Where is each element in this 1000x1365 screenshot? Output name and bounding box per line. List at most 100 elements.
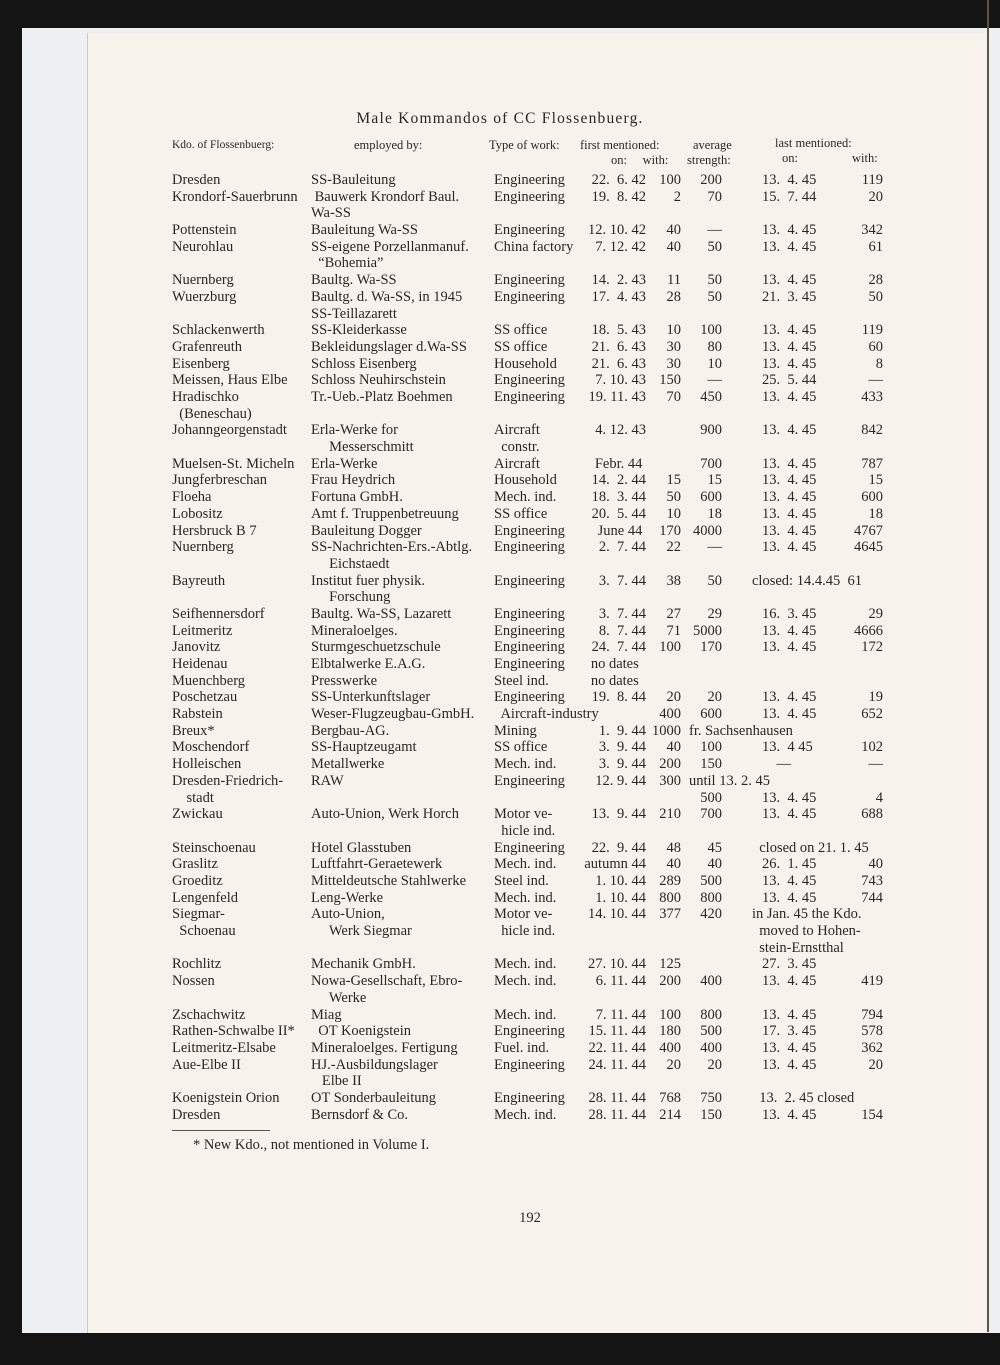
last-mentioned-with: 600 [861,489,883,506]
type-of-work: Engineering [494,622,565,639]
table-row: Dresden-Friedrich- stadt RAW Engineering 12… [0,773,1000,806]
last-mentioned-with: — [868,756,884,773]
last-mentioned-with: 842 [861,422,883,439]
average-strength: 600 [700,489,722,506]
table-row: Koenigstein Orion OT Sonderbauleitung Engi… [0,1090,1000,1107]
first-mentioned-with: 71 [666,622,682,639]
first-mentioned-with: 70 [666,388,682,405]
average-strength: 50 [707,272,723,289]
first-mentioned-with: 377 [659,906,681,923]
first-mentioned-with: 30 [666,355,682,372]
type-of-work: Engineering [494,372,565,389]
first-mentioned-with: 10 [666,322,682,339]
type-of-work: Engineering [494,605,565,622]
last-mentioned-on: 25. 5. 44 [762,372,817,389]
type-of-work: Engineering [494,222,565,239]
type-of-work: Motor ve- hicle ind. [494,906,556,940]
last-mentioned-with: 787 [861,455,883,472]
table-row: Leitmeritz Mineraloelges. Engineering 8. 7.… [0,623,1000,640]
last-mentioned-on: 21. 3. 45 [762,288,817,305]
page-number: 192 [519,1210,541,1226]
average-strength: 700 [700,806,722,823]
employed-by: Fortuna GmbH. [311,489,403,506]
last-mentioned-with: 20 [868,188,884,205]
last-mentioned-note: 13. 2. 45 closed [752,1090,855,1107]
kommando-name: Krondorf-Sauerbrunn [172,188,298,205]
kommando-name: Dresden [172,1106,221,1123]
type-of-work: Engineering [494,1090,565,1107]
last-mentioned-with: 743 [861,873,883,890]
type-of-work: Engineering [494,689,565,706]
last-mentioned-on: 13. 4. 45 [762,238,817,255]
first-mentioned-with: 15 [666,472,682,489]
last-mentioned-with: 40 [868,856,884,873]
kommando-name: Nossen [172,973,215,990]
first-mentioned-with: 40 [666,739,682,756]
table-row: Nuernberg Baultg. Wa-SS Engineering 14. 2. … [0,272,1000,289]
first-mentioned-on: 13. 9. 44 [591,806,646,823]
first-mentioned-on: 19. 11. 43 [588,388,646,405]
first-mentioned-on: no dates [590,656,646,673]
last-mentioned-on: 13. 4. 45 [762,222,817,239]
average-strength: 170 [700,639,722,656]
last-mentioned-with: 578 [861,1023,883,1040]
last-mentioned-with: 688 [861,806,883,823]
table-row: Johanngeorgenstadt Erla-Werke for Messers… [0,422,1000,455]
first-mentioned-on: 1. 9. 44 [598,722,646,739]
first-mentioned-on: 15. 11. 44 [588,1023,646,1040]
last-mentioned-on: 13. 4 45 [762,739,813,756]
type-of-work: Steel ind. [494,672,549,689]
type-of-work: Household [494,472,557,489]
table-row: Hersbruck B 7 Bauleitung Dogger Engineerin… [0,523,1000,540]
last-mentioned-on: 13. 4. 45 [762,706,817,723]
header-average-sub: strength: [687,153,731,167]
table-row: Bayreuth Institut fuer physik. Forschung E… [0,573,1000,606]
kommando-name: Leitmeritz-Elsabe [172,1039,276,1056]
average-strength: 20 [707,689,723,706]
last-mentioned-on: 13. 4. 45 [762,806,817,823]
employed-by: SS-Bauleitung [311,172,396,188]
page-title: Male Kommandos of CC Flossenbuerg. [356,110,644,127]
kommando-name: Graslitz [172,856,218,873]
type-of-work: Motor ve- hicle ind. [494,806,556,839]
document-page [87,33,988,1333]
type-of-work: Mining [494,722,537,739]
last-mentioned-on: 13. 4. 45 [762,1039,817,1056]
kommando-name: Moschendorf [172,739,250,756]
first-mentioned-on: 22. 11. 44 [588,1039,646,1056]
last-mentioned-on: 17. 3. 45 [762,1023,817,1040]
average-strength: — [707,539,723,556]
header-first-mentioned: first mentioned: [580,138,660,152]
average-strength: 20 [707,1056,723,1073]
kommando-name: Zschachwitz [172,1006,246,1023]
table-row: Poschetzau SS-Unterkunftslager Engineering… [0,689,1000,706]
last-mentioned-with: 60 [868,338,884,355]
average-strength: 45 [707,839,723,856]
last-mentioned-on: 13. 4. 45 [762,639,817,656]
first-mentioned-on: 28. 11. 44 [588,1090,646,1107]
table-row: Jungferbreschan Frau Heydrich Household 14.… [0,472,1000,489]
type-of-work: Mech. ind. [494,956,557,973]
type-of-work: Engineering [494,172,565,188]
average-strength: 900 [700,422,722,439]
first-mentioned-on: 24. 7. 44 [591,639,646,656]
first-mentioned-on: 19. 8. 42 [591,188,646,205]
average-strength: 150 [700,1106,722,1123]
first-mentioned-with: 10 [666,505,682,522]
last-mentioned-with: 19 [868,689,884,706]
last-mentioned-with: 362 [861,1039,883,1056]
last-mentioned-on: 13. 4. 45 [762,1106,817,1123]
table-row: Zschachwitz Miag Mech. ind. 7. 11. 44 100 800… [0,1007,1000,1024]
table-row: Groeditz Mitteldeutsche Stahlwerke Steel i… [0,873,1000,890]
employed-by: SS-Unterkunftslager [311,689,431,706]
table-row: Zwickau Auto-Union, Werk Horch Motor ve- h… [0,806,1000,839]
first-mentioned-with: 289 [659,873,681,890]
table-row: Siegmar- Schoenau Auto-Union, Werk Siegma… [0,906,1000,956]
kommando-name: Zwickau [172,806,223,823]
type-of-work: Engineering [494,656,565,673]
last-mentioned-with: 154 [861,1106,883,1123]
last-mentioned-on: 13. 4. 45 [762,489,817,506]
average-strength: 400 [700,973,722,990]
kommando-name: Nuernberg [172,272,234,289]
footnote-rule [172,1130,270,1131]
